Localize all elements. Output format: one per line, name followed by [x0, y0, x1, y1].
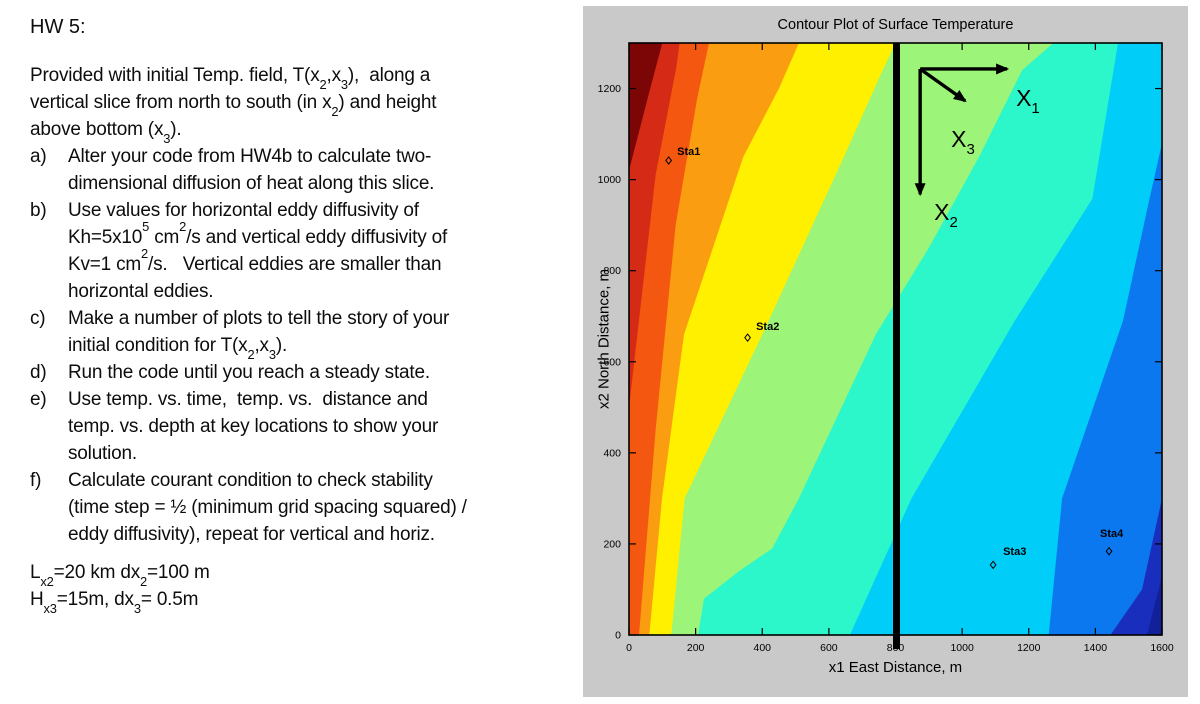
svg-text:1400: 1400 [1084, 642, 1108, 654]
slice-line [893, 43, 900, 649]
hw-item-c: c) Make a number of plots to tell the st… [30, 305, 590, 362]
figure-title: Contour Plot of Surface Temperature [777, 17, 1014, 33]
hw-item-label: c) [30, 308, 46, 329]
svg-text:1000: 1000 [950, 642, 974, 654]
hw-item-label: b) [30, 200, 47, 221]
hw-item-text: Use temp. vs. time, temp. vs. distance a… [68, 389, 439, 464]
svg-text:Sta3: Sta3 [1003, 546, 1026, 558]
assignment-text-panel: HW 5: Provided with initial Temp. field,… [30, 14, 590, 616]
contour-plot-svg: 0200400600800100012001400160002004006008… [598, 42, 1174, 654]
svg-text:0: 0 [626, 642, 632, 654]
svg-text:400: 400 [603, 447, 621, 459]
y-axis-label: x2 North Distance, m [595, 268, 613, 410]
svg-text:1200: 1200 [598, 83, 622, 95]
svg-text:600: 600 [603, 356, 621, 368]
contour-plot: 0200400600800100012001400160002004006008… [598, 42, 1174, 654]
x-axis-label: x1 East Distance, m [828, 659, 963, 676]
hw-item-d: d) Run the code until you reach a steady… [30, 359, 590, 386]
hw-item-a: a) Alter your code from HW4b to calculat… [30, 143, 590, 197]
matlab-figure: Contour Plot of Surface Temperature x2 N… [583, 6, 1188, 697]
svg-text:600: 600 [820, 642, 838, 654]
svg-text:0: 0 [615, 630, 621, 642]
hw-item-text: Alter your code from HW4b to calculate t… [68, 146, 435, 194]
grid-parameter-x2: Lx2=20 km dx2=100 m [30, 562, 210, 589]
svg-text:400: 400 [753, 642, 771, 654]
hw-list: a) Alter your code from HW4b to calculat… [30, 143, 590, 548]
svg-text:Sta1: Sta1 [677, 146, 700, 158]
hw-item-label: f) [30, 470, 42, 491]
hw-item-b: b) Use values for horizontal eddy diffus… [30, 197, 590, 305]
hw-item-text: Make a number of plots to tell the story… [68, 308, 450, 362]
hw-item-label: a) [30, 146, 47, 167]
svg-text:1000: 1000 [598, 174, 622, 186]
assignment-body: Provided with initial Temp. field, T(x2,… [30, 62, 590, 616]
hw-heading: HW 5: [30, 16, 86, 38]
hw-item-text: Calculate courant condition to check sta… [68, 470, 467, 545]
hw-item-text: Run the code until you reach a steady st… [68, 362, 430, 383]
hw-item-label: d) [30, 362, 47, 383]
hw-item-text: Use values for horizontal eddy diffusivi… [68, 200, 448, 302]
svg-text:200: 200 [603, 538, 621, 550]
svg-text:Sta4: Sta4 [1100, 528, 1124, 540]
svg-text:200: 200 [687, 642, 705, 654]
grid-parameters: Lx2=20 km dx2=100 m Hx3=15m, dx3= 0.5m [30, 559, 590, 616]
grid-parameter-x3: Hx3=15m, dx3= 0.5m [30, 589, 199, 616]
svg-text:1200: 1200 [1017, 642, 1041, 654]
hw-item-label: e) [30, 389, 47, 410]
hw-item-e: e) Use temp. vs. time, temp. vs. distanc… [30, 386, 590, 467]
svg-text:800: 800 [603, 265, 621, 277]
hw-item-f: f) Calculate courant condition to check … [30, 467, 590, 548]
svg-text:Sta2: Sta2 [756, 321, 779, 333]
svg-text:1600: 1600 [1150, 642, 1174, 654]
intro-paragraph: Provided with initial Temp. field, T(x2,… [30, 65, 437, 146]
